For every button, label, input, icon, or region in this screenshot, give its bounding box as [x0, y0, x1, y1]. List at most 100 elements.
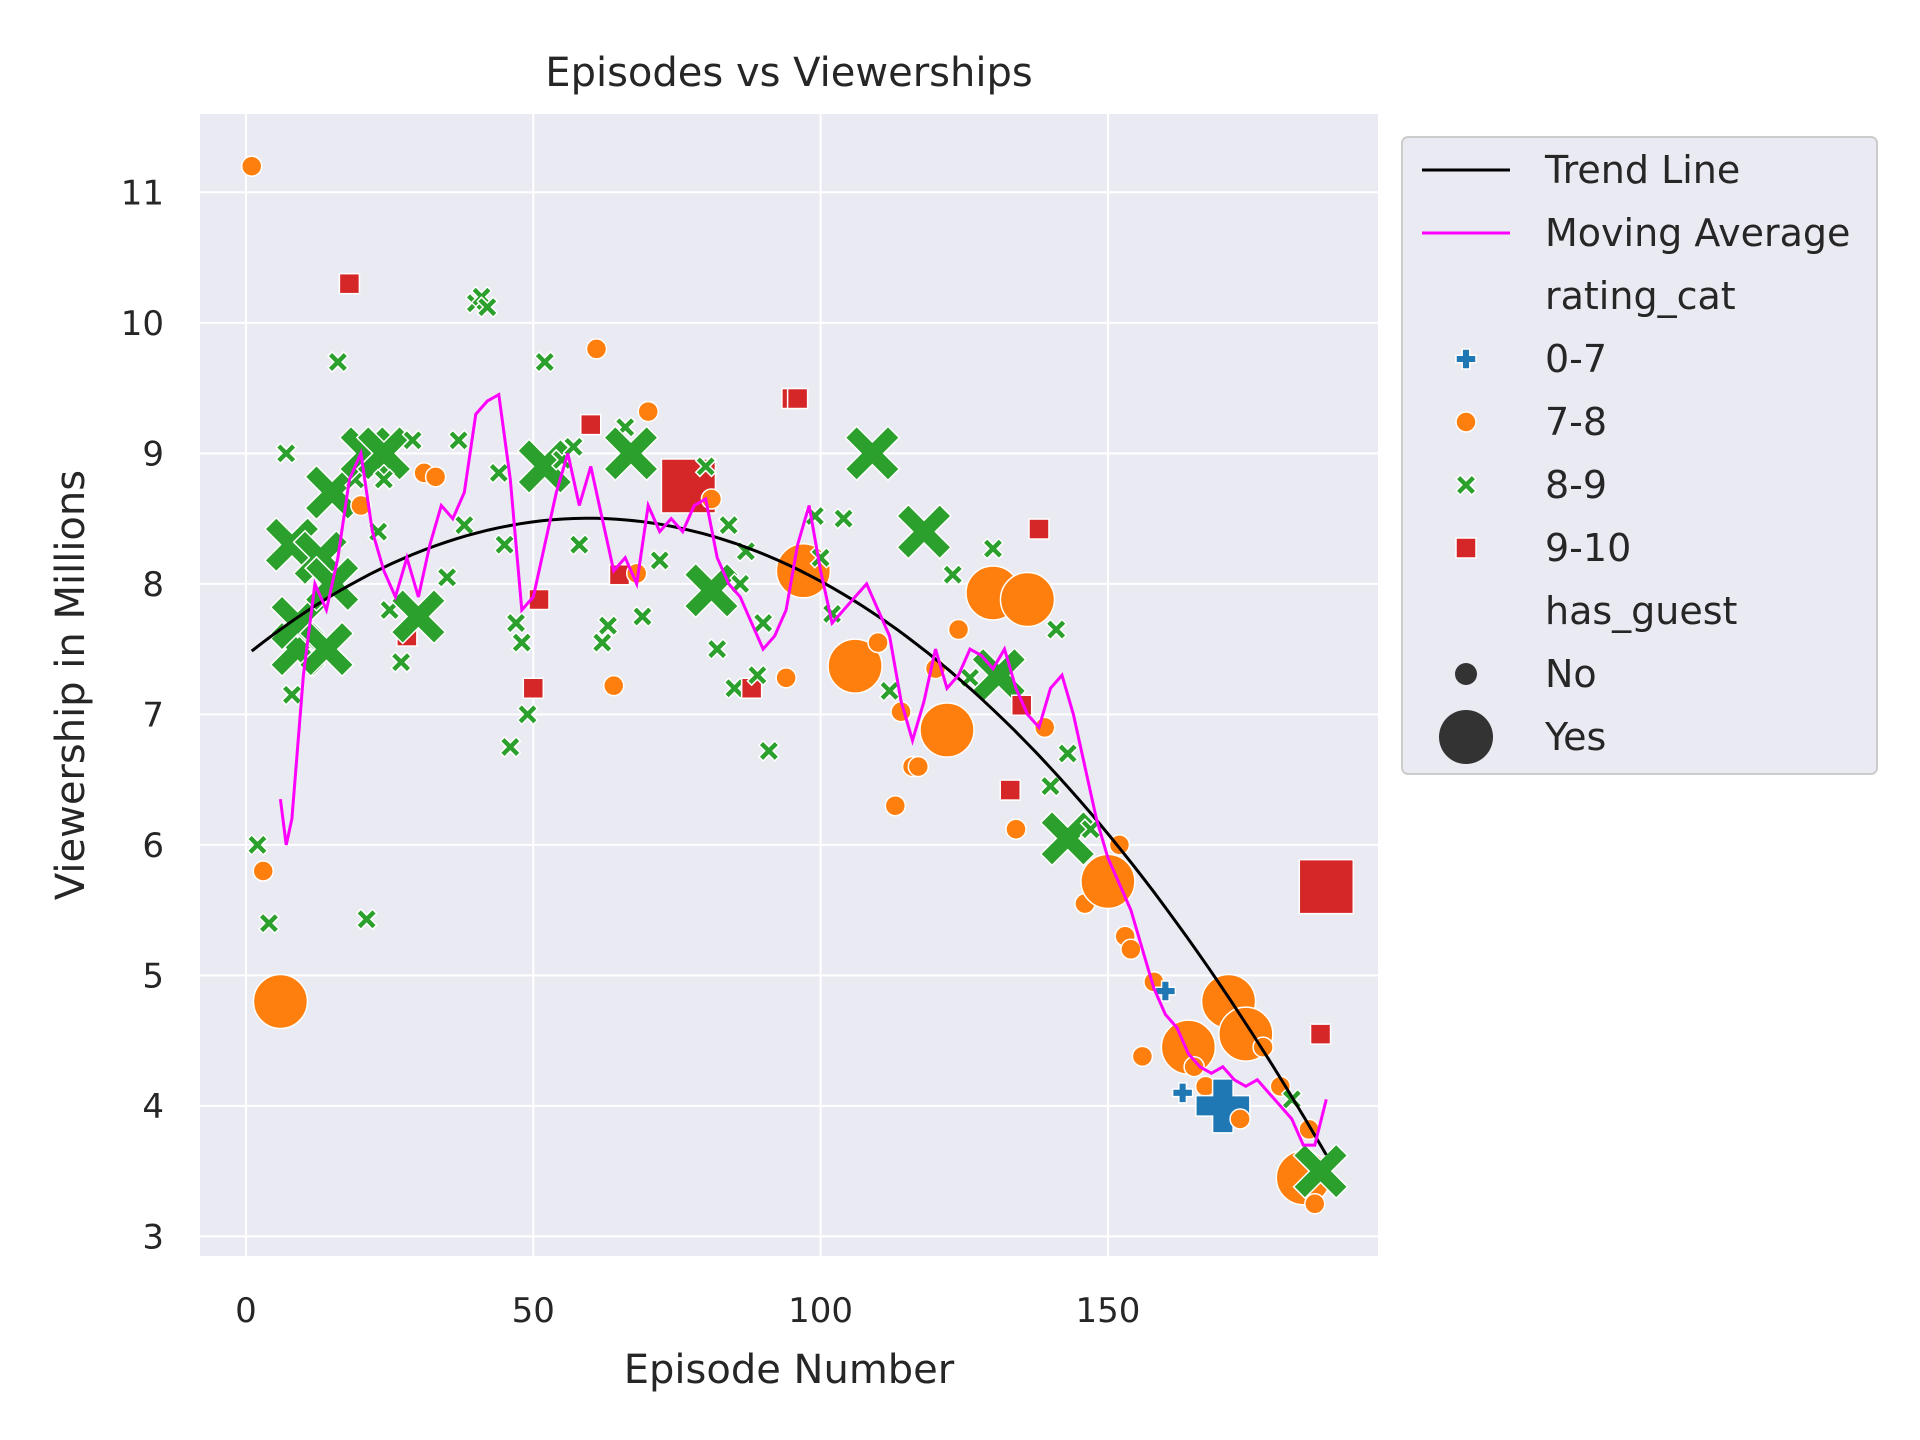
data-point-9-10 [1298, 858, 1355, 915]
x-axis-label: Episode Number [624, 1347, 955, 1393]
x-tick-label: 150 [1075, 1291, 1140, 1331]
legend-hue-markers [1454, 348, 1478, 559]
data-point-8-9 [355, 425, 412, 482]
data-point-7-8 [1131, 1045, 1154, 1068]
y-tick-label: 6 [142, 826, 164, 866]
y-tick-label: 3 [142, 1217, 164, 1257]
data-point-7-8 [252, 973, 309, 1030]
legend-marker-8-9 [1454, 473, 1478, 497]
data-point-8-9 [401, 429, 424, 452]
data-point-8-9 [568, 533, 591, 556]
legend: Trend Line Moving Average rating_cat 0-7… [1401, 136, 1878, 775]
data-point-7-8 [602, 674, 625, 697]
data-point-8-9 [706, 638, 729, 661]
legend-hue-7-8: 7-8 [1545, 400, 1607, 444]
y-tick-labels: 3 4 5 6 7 8 9 10 11 [121, 173, 164, 1257]
data-point-9-10 [580, 413, 602, 436]
data-point-8-9 [533, 350, 556, 374]
x-tick-label: 100 [788, 1291, 853, 1331]
data-point-8-9 [631, 605, 654, 628]
data-point-8-9 [504, 611, 528, 635]
data-point-8-9 [275, 442, 298, 465]
legend-marker-9-10 [1455, 537, 1477, 559]
data-point-8-9 [246, 833, 269, 856]
data-point-9-10 [522, 677, 545, 700]
data-point-0-7 [1154, 980, 1177, 1002]
data-point-7-8 [999, 571, 1056, 628]
data-point-7-8 [585, 338, 608, 360]
data-point-7-8 [907, 755, 930, 778]
data-point-7-8 [252, 860, 274, 882]
legend-size-title: has_guest [1545, 589, 1737, 633]
data-point-8-9 [591, 631, 614, 654]
data-point-8-9 [809, 546, 832, 569]
data-point-0-7 [1171, 1082, 1194, 1104]
x-tick-label: 0 [235, 1291, 257, 1331]
y-tick-label: 4 [142, 1087, 164, 1127]
data-point-7-8 [1183, 1056, 1205, 1078]
data-point-8-9 [746, 664, 769, 687]
legend-ma-label: Moving Average [1545, 211, 1850, 255]
data-point-7-8 [827, 638, 883, 694]
data-point-8-9 [596, 614, 620, 637]
data-point-8-9 [1045, 618, 1068, 641]
data-point-8-9 [257, 912, 281, 935]
legend-marker-0-7 [1455, 348, 1477, 370]
data-point-8-9 [844, 425, 901, 482]
data-point-8-9 [390, 588, 447, 645]
data-point-8-9 [694, 455, 717, 478]
legend-hue-8-9: 8-9 [1545, 463, 1607, 507]
data-point-8-9 [941, 563, 964, 586]
legend-hue-title: rating_cat [1545, 274, 1736, 318]
legend-size-no-marker [1455, 663, 1477, 685]
data-point-7-8 [1304, 1193, 1326, 1215]
data-point-7-8 [867, 631, 889, 654]
x-tick-label: 50 [512, 1291, 555, 1331]
legend-hue-0-7: 0-7 [1545, 337, 1607, 381]
data-point-7-8 [1229, 1108, 1251, 1130]
data-point-8-9 [499, 735, 522, 759]
data-point-8-9 [390, 651, 413, 674]
moving-average-line [278, 392, 1328, 1147]
data-point-9-10 [999, 779, 1021, 801]
legend-hue-9-10: 9-10 [1545, 526, 1631, 570]
data-point-9-10 [338, 272, 361, 295]
data-point-8-9 [447, 429, 470, 452]
data-point-8-9 [493, 533, 516, 556]
data-point-8-9 [436, 566, 459, 589]
data-point-9-10 [1309, 1023, 1332, 1045]
data-point-8-9 [981, 537, 1005, 560]
data-point-8-9 [510, 631, 533, 654]
data-point-7-8 [1120, 938, 1142, 961]
data-point-7-8 [1005, 818, 1027, 840]
legend-size-no: No [1545, 652, 1597, 696]
data-point-8-9 [648, 549, 671, 572]
data-point-8-9 [1039, 775, 1062, 798]
y-tick-label: 9 [142, 434, 164, 474]
data-point-8-9 [476, 296, 499, 319]
y-axis-label: Viewership in Millions [48, 470, 94, 900]
legend-size-yes: Yes [1544, 715, 1606, 759]
y-tick-label: 8 [142, 565, 164, 605]
legend-marker-7-8 [1455, 411, 1477, 433]
data-point-8-9 [516, 703, 539, 726]
data-point-8-9 [1056, 742, 1079, 765]
legend-size-yes-marker [1439, 710, 1493, 764]
y-tick-label: 10 [121, 304, 164, 344]
data-point-7-8 [350, 494, 372, 517]
data-point-8-9 [562, 435, 585, 458]
data-point-7-8 [884, 794, 907, 817]
y-tick-label: 7 [142, 695, 164, 735]
data-point-8-9 [298, 621, 355, 678]
data-point-7-8 [947, 618, 970, 641]
data-point-7-8 [637, 400, 659, 423]
data-point-8-9 [453, 514, 476, 537]
data-point-9-10 [1028, 518, 1050, 540]
legend-box [1401, 136, 1878, 775]
data-point-8-9 [602, 425, 660, 482]
data-point-8-9 [1292, 1143, 1349, 1200]
y-tick-label: 5 [142, 956, 164, 996]
data-point-7-8 [775, 667, 797, 689]
data-point-8-9 [326, 350, 349, 374]
